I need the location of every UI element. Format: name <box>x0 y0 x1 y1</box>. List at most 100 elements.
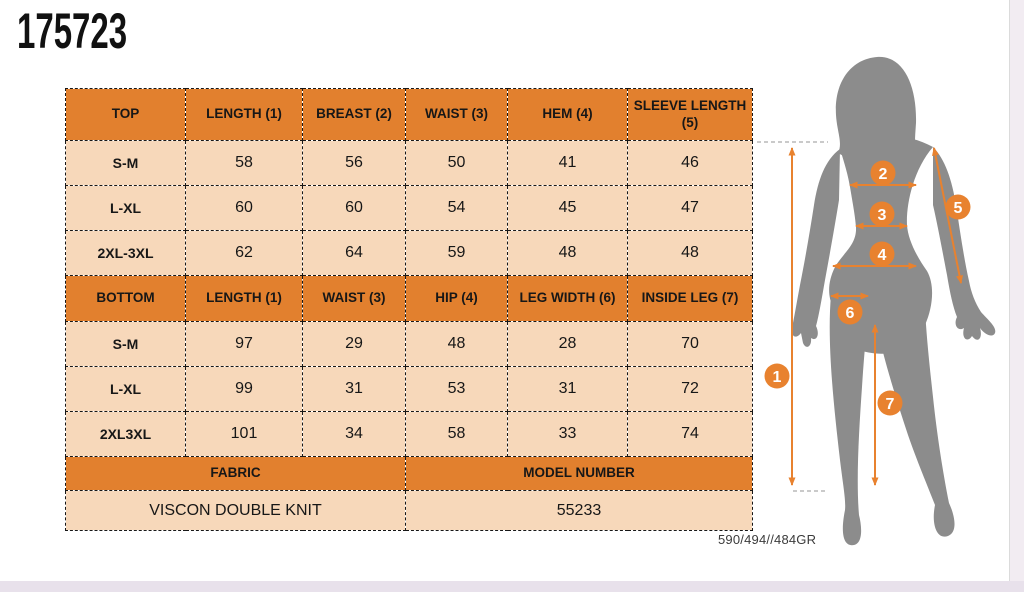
silhouette-right-arm <box>933 147 996 340</box>
bottom-header-row: BOTTOM LENGTH (1) WAIST (3) HIP (4) LEG … <box>65 275 753 322</box>
size-chart-table: TOP LENGTH (1) BREAST (2) WAIST (3) HEM … <box>65 88 753 531</box>
marker-label: 3 <box>878 207 887 224</box>
marker-6: 6 <box>837 299 863 325</box>
right-edge-strip <box>1009 0 1024 581</box>
marker-label: 5 <box>954 200 963 217</box>
value-cell: 64 <box>302 230 406 276</box>
marker-circle <box>764 363 790 389</box>
value-cell: 60 <box>302 185 406 231</box>
measurement-markers: 1 2 3 4 5 <box>764 160 971 416</box>
value-cell: 59 <box>405 230 508 276</box>
silhouette-right-leg <box>871 295 955 537</box>
table-row: 2XL-3XL 62 64 59 48 48 <box>65 230 753 276</box>
value-cell: 101 <box>185 411 303 457</box>
marker-3: 3 <box>869 201 895 227</box>
arrow-sleeve <box>932 147 963 284</box>
value-cell: 56 <box>302 140 406 186</box>
header-cell-fabric: FABRIC <box>65 456 406 491</box>
value-cell: 62 <box>185 230 303 276</box>
value-cell: 97 <box>185 321 303 367</box>
page-title: 175723 <box>17 3 128 59</box>
header-cell-top: TOP <box>65 88 186 141</box>
marker-circle <box>945 194 971 220</box>
marker-1: 1 <box>764 363 790 389</box>
value-cell: 31 <box>507 366 628 412</box>
marker-circle <box>870 160 896 186</box>
header-cell-waist: WAIST (3) <box>405 88 508 141</box>
header-cell-hem: HEM (4) <box>507 88 628 141</box>
marker-label: 2 <box>879 166 888 183</box>
marker-circle <box>837 299 863 325</box>
value-cell: 60 <box>185 185 303 231</box>
header-cell-inside-leg: INSIDE LEG (7) <box>627 275 753 322</box>
value-cell: 58 <box>185 140 303 186</box>
value-cell: 47 <box>627 185 753 231</box>
marker-circle <box>869 241 895 267</box>
value-cell: 28 <box>507 321 628 367</box>
table-row: S-M 58 56 50 41 46 <box>65 140 753 186</box>
table-row: S-M 97 29 48 28 70 <box>65 321 753 367</box>
marker-label: 6 <box>846 305 855 322</box>
marker-label: 1 <box>773 369 782 386</box>
female-silhouette <box>791 56 996 546</box>
value-cell: 70 <box>627 321 753 367</box>
silhouette-left-leg <box>829 295 869 546</box>
marker-5: 5 <box>945 194 971 220</box>
table-row: L-XL 60 60 54 45 47 <box>65 185 753 231</box>
fabric-value-cell: VISCON DOUBLE KNIT <box>65 490 406 531</box>
top-header-row: TOP LENGTH (1) BREAST (2) WAIST (3) HEM … <box>65 88 753 141</box>
header-cell-sleeve-length: SLEEVE LENGTH (5) <box>627 88 753 141</box>
marker-circle <box>877 390 903 416</box>
measurement-figure: 1 2 3 4 5 <box>745 35 1024 580</box>
value-cell: 29 <box>302 321 406 367</box>
reference-lines <box>757 141 828 492</box>
marker-circle <box>869 201 895 227</box>
size-label-cell: S-M <box>65 140 186 186</box>
marker-4: 4 <box>869 241 895 267</box>
value-cell: 72 <box>627 366 753 412</box>
header-cell-leg-width: LEG WIDTH (6) <box>507 275 628 322</box>
header-cell-hip: HIP (4) <box>405 275 508 322</box>
size-label-cell: 2XL3XL <box>65 411 186 457</box>
size-label-cell: L-XL <box>65 185 186 231</box>
size-label-cell: 2XL-3XL <box>65 230 186 276</box>
value-cell: 54 <box>405 185 508 231</box>
measurement-arrows <box>788 147 963 486</box>
table-row: 2XL3XL 101 34 58 33 74 <box>65 411 753 457</box>
value-cell: 53 <box>405 366 508 412</box>
marker-7: 7 <box>877 390 903 416</box>
header-cell-bottom: BOTTOM <box>65 275 186 322</box>
value-cell: 74 <box>627 411 753 457</box>
bottom-edge-bar <box>0 581 1024 592</box>
value-cell: 99 <box>185 366 303 412</box>
value-cell: 45 <box>507 185 628 231</box>
value-cell: 48 <box>405 321 508 367</box>
value-cell: 48 <box>507 230 628 276</box>
value-cell: 46 <box>627 140 753 186</box>
header-cell-breast: BREAST (2) <box>302 88 406 141</box>
value-cell: 48 <box>627 230 753 276</box>
value-cell: 31 <box>302 366 406 412</box>
header-cell-length: LENGTH (1) <box>185 88 303 141</box>
measurement-figure-svg: 1 2 3 4 5 <box>757 56 996 546</box>
value-cell: 50 <box>405 140 508 186</box>
size-label-cell: S-M <box>65 321 186 367</box>
product-code-footnote: 590/494//484GR <box>718 532 817 547</box>
value-cell: 41 <box>507 140 628 186</box>
fabric-value-row: VISCON DOUBLE KNIT 55233 <box>65 490 753 531</box>
value-cell: 33 <box>507 411 628 457</box>
marker-label: 7 <box>886 396 895 413</box>
size-label-cell: L-XL <box>65 366 186 412</box>
header-cell-waist: WAIST (3) <box>302 275 406 322</box>
header-cell-model-number: MODEL NUMBER <box>405 456 753 491</box>
silhouette-left-arm <box>791 149 840 347</box>
value-cell: 58 <box>405 411 508 457</box>
marker-label: 4 <box>878 247 887 264</box>
value-cell: 34 <box>302 411 406 457</box>
fabric-header-row: FABRIC MODEL NUMBER <box>65 456 753 491</box>
marker-2: 2 <box>870 160 896 186</box>
model-number-value-cell: 55233 <box>405 490 753 531</box>
table-row: L-XL 99 31 53 31 72 <box>65 366 753 412</box>
header-cell-length: LENGTH (1) <box>185 275 303 322</box>
